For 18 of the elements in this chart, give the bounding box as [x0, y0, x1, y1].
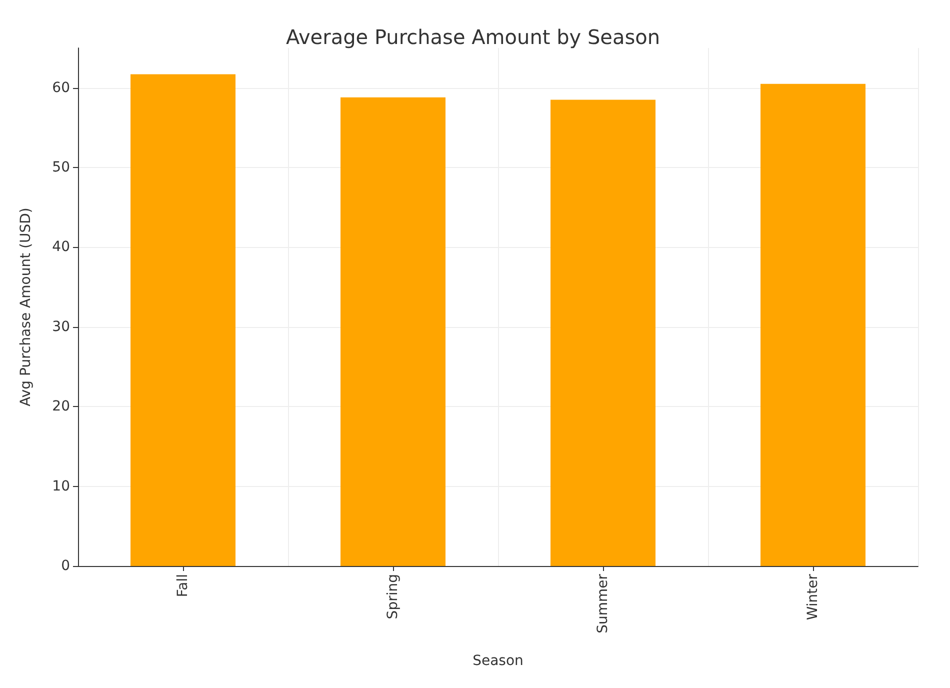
y-tick-label: 40 [52, 239, 70, 256]
x-axis-title: Season [472, 653, 524, 669]
x-tick-label: Summer [595, 574, 611, 634]
y-tick-label: 50 [52, 160, 70, 176]
bar [760, 84, 866, 566]
y-tick-label: 30 [52, 318, 70, 335]
x-tick-label: Winter [805, 574, 821, 620]
x-tick-label: Spring [385, 574, 401, 620]
bar [550, 100, 656, 566]
y-tick-label: 60 [52, 80, 70, 96]
y-tick-label: 10 [52, 478, 70, 494]
y-tick-label: 0 [61, 558, 70, 574]
bar [130, 74, 236, 566]
y-tick-label: 20 [52, 398, 70, 415]
chart-title: Average Purchase Amount by Season [286, 25, 660, 49]
x-tick-label: Fall [175, 574, 191, 598]
y-axis-title: Avg Purchase Amount (USD) [18, 208, 34, 406]
bar [340, 97, 446, 566]
